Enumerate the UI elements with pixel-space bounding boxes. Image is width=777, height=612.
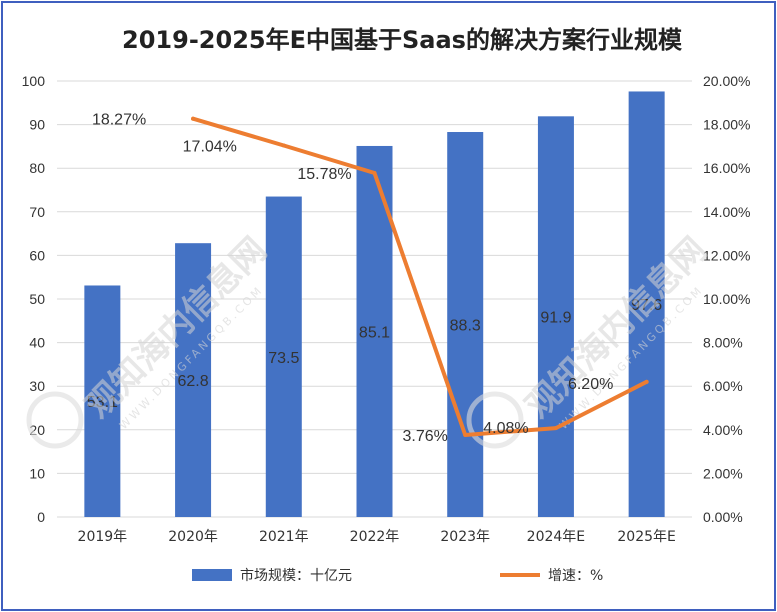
line-point [372, 170, 377, 175]
line-data-label: 4.08% [483, 420, 528, 437]
right-axis-tick-label: 16.00% [703, 160, 750, 176]
left-axis-tick-label: 90 [29, 117, 45, 133]
bar [265, 196, 302, 518]
left-axis-tick-label: 10 [29, 465, 45, 481]
line-series [191, 116, 649, 438]
line-point [644, 379, 649, 384]
line-data-label: 6.20% [568, 376, 613, 393]
watermark-logo-icon [466, 391, 524, 449]
line-data-label: 18.27% [92, 112, 146, 129]
right-axis-tick-label: 4.00% [703, 422, 743, 438]
left-axis-tick-label: 40 [29, 335, 45, 351]
bar-data-label: 73.5 [268, 350, 299, 367]
x-axis-category-label: 2024年E [527, 529, 585, 545]
left-axis-tick-label: 70 [29, 204, 45, 220]
right-axis-tick-label: 2.00% [703, 465, 743, 481]
growth-line [191, 116, 649, 437]
right-axis-tick-label: 18.00% [703, 117, 750, 133]
left-axis-tick-label: 0 [37, 509, 45, 525]
right-axis-tick-label: 6.00% [703, 378, 743, 394]
x-axis-category-label: 2022年 [350, 529, 400, 545]
line-point [281, 143, 286, 148]
right-axis: 0.00% 2.00% 4.00% 6.00% 8.00% 10.00% 12.00% 14.… [703, 73, 750, 525]
chart-title: 2019-2025年E中国基于Saas的解决方案行业规模 [122, 26, 683, 54]
left-axis-tick-label: 50 [29, 291, 45, 307]
line-data-label: 3.76% [403, 428, 448, 445]
right-axis-tick-label: 20.00% [703, 73, 750, 89]
bar-data-label: 62.8 [178, 373, 209, 390]
left-axis-tick-label: 80 [29, 160, 45, 176]
legend-line-label: 增速：% [548, 568, 603, 584]
right-axis-tick-label: 0.00% [703, 509, 743, 525]
x-axis-categories: 2019年 2020年 2021年 2022年 2023年 2024年E 2025年E [78, 529, 676, 545]
x-axis-category-label: 2021年 [259, 529, 309, 545]
bar [175, 243, 212, 517]
line-point [191, 116, 196, 121]
legend-bar-swatch [192, 569, 232, 581]
x-axis-category-label: 2025年E [617, 529, 675, 545]
right-axis-tick-label: 12.00% [703, 247, 750, 263]
x-axis-category-label: 2020年 [168, 529, 218, 545]
left-axis-tick-label: 30 [29, 378, 45, 394]
line-data-label: 15.78% [297, 166, 351, 183]
right-axis-tick-label: 10.00% [703, 291, 750, 307]
x-axis-category-label: 2023年 [440, 529, 490, 545]
left-axis-tick-label: 60 [29, 247, 45, 263]
bar-data-label: 97.6 [631, 297, 662, 314]
legend-bar-label: 市场规模：十亿元 [240, 567, 352, 584]
left-axis-tick-label: 100 [22, 73, 46, 89]
bar-series [84, 91, 665, 518]
bar-data-label: 91.9 [540, 310, 571, 327]
bar [628, 91, 665, 518]
bar [447, 132, 484, 517]
bar-data-labels: 53.1 62.8 73.5 85.1 88.3 91.9 97.6 [87, 297, 663, 411]
x-axis-category-label: 2019年 [78, 529, 128, 545]
bar [537, 116, 574, 517]
line-data-label: 17.04% [183, 139, 237, 156]
line-data-labels: 18.27% 17.04% 15.78% 3.76% 4.08% 6.20% [92, 112, 613, 445]
right-axis-tick-label: 14.00% [703, 204, 750, 220]
line-point [553, 426, 558, 431]
bar-data-label: 88.3 [450, 318, 481, 335]
legend: 市场规模：十亿元 增速：% [192, 567, 603, 584]
bar [84, 285, 121, 517]
bar-data-label: 85.1 [359, 324, 390, 341]
watermark-logo-icon [26, 391, 84, 449]
line-point [463, 433, 468, 438]
right-axis-tick-label: 8.00% [703, 335, 743, 351]
bar-data-label: 53.1 [87, 394, 118, 411]
